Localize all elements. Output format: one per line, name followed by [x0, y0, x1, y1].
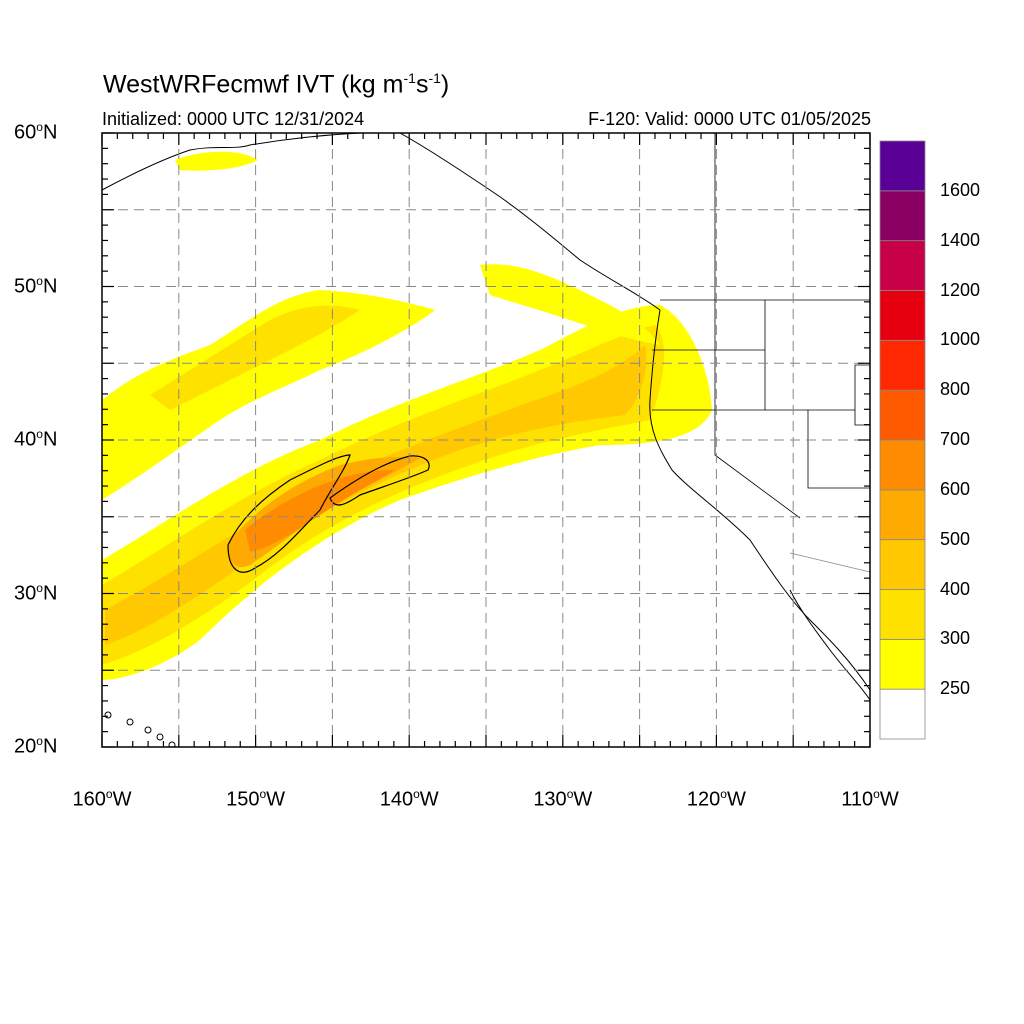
colorbar-label: 300: [940, 628, 971, 649]
lat-label: 30oN: [14, 580, 58, 605]
colorbar-swatch: [879, 240, 926, 291]
lon-label: 140oW: [379, 787, 439, 811]
lat-label: 40oN: [14, 427, 58, 451]
colorbar-label: 700: [940, 429, 971, 449]
axis-ticks: [101, 132, 871, 748]
colorbar-label: 600: [940, 478, 971, 499]
lon-label: 150oW: [226, 787, 286, 811]
contour-500-east: [329, 455, 430, 506]
colorbar-label: 1600: [940, 179, 981, 200]
ivt-field: [102, 151, 712, 680]
ivt-ne-lobe: [480, 264, 660, 345]
chart-title: WestWRFecmwf IVT (kg m-1s-1): [103, 70, 450, 99]
valid-time: F-120: Valid: 0000 UTC 01/05/2025: [588, 109, 871, 129]
contour-500: [227, 454, 430, 573]
colorbar-label: 1400: [940, 229, 981, 250]
us-west-coast: [649, 309, 870, 691]
colorbar-swatch: [879, 339, 926, 391]
graticule: [102, 133, 870, 747]
colorbar-swatch: [879, 539, 926, 590]
state-borders: [652, 133, 870, 573]
colorbar-swatch: [879, 389, 926, 441]
lon-label: 120oW: [686, 787, 746, 811]
colorbar-label: 1200: [940, 279, 981, 300]
lat-label: 50oN: [14, 273, 58, 298]
colorbar-swatch: [879, 589, 926, 640]
lon-label: 160oW: [72, 787, 132, 811]
colorbar-swatch: [879, 140, 926, 192]
lon-label: 130oW: [533, 787, 593, 811]
baja-coast: [789, 589, 870, 701]
ivt-band-600: [245, 470, 395, 552]
lat-label: 20oN: [14, 734, 58, 758]
colorbar-swatch: [879, 638, 926, 690]
ivt-alaska-patch: [175, 151, 258, 171]
colorbar-swatch: [879, 190, 926, 242]
bc-coast: [399, 133, 661, 311]
coastlines: [102, 133, 870, 701]
colorbar-label: 500: [940, 528, 971, 549]
init-time: Initialized: 0000 UTC 12/31/2024: [102, 109, 365, 129]
colorbar-swatch: [879, 290, 926, 341]
colorbar: [879, 140, 926, 740]
colorbar-label: 800: [940, 379, 971, 400]
lon-label: 110oW: [841, 787, 899, 811]
colorbar-label: 1000: [940, 329, 981, 350]
ivt-north-branch: [102, 290, 435, 500]
colorbar-swatch: [879, 688, 926, 740]
colorbar-swatch: [879, 439, 926, 491]
contour-500-west: [227, 454, 351, 573]
colorbar-label: 250: [940, 678, 971, 699]
colorbar-swatch: [879, 489, 926, 541]
lat-label: 60oN: [14, 120, 58, 144]
ivt-band-400: [105, 345, 647, 645]
colorbar-label: 400: [940, 578, 971, 599]
hawaii-islands: [104, 711, 176, 747]
alaska-coast: [102, 133, 361, 191]
ivt-north-branch-inner: [150, 305, 360, 410]
